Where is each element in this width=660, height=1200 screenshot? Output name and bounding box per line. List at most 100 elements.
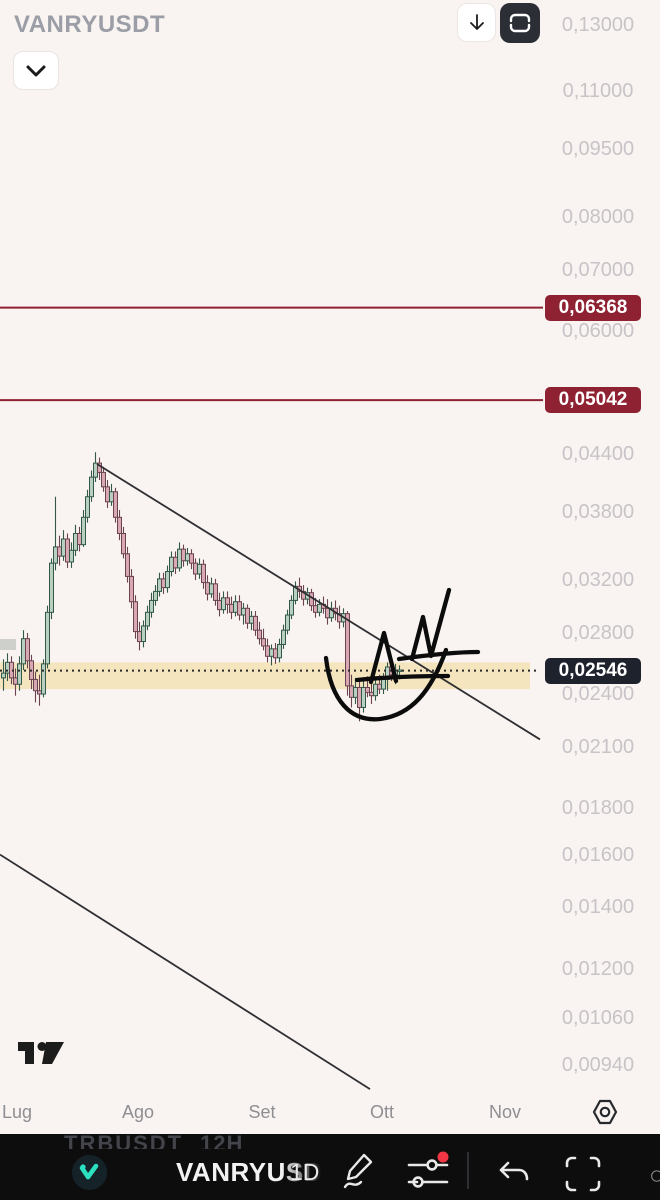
candle-body — [269, 648, 274, 657]
candle-body — [105, 486, 110, 503]
candle-body — [57, 546, 62, 557]
candle-body — [193, 562, 198, 575]
price-axis-label: 0,01800 — [561, 796, 635, 819]
candle-body — [289, 599, 294, 616]
time-axis-label: Ago — [121, 1102, 155, 1122]
price-axis-label: 0,13000 — [561, 14, 635, 36]
candle-body — [233, 601, 238, 613]
trendline — [96, 463, 541, 741]
time-axis[interactable]: Lug Ago Set Ott Nov — [0, 1096, 660, 1130]
time-axis-label: Lug — [1, 1102, 33, 1122]
candle-body — [265, 645, 270, 657]
candle-body — [121, 532, 126, 555]
indicators-button[interactable] — [404, 1150, 452, 1194]
candle-body — [25, 638, 30, 662]
candle-body — [281, 629, 286, 645]
candle-body — [249, 615, 254, 624]
background-symbol: TRBUSDT — [64, 1134, 184, 1149]
candle-body — [69, 549, 74, 563]
candle-body — [185, 553, 190, 562]
download-button[interactable] — [457, 3, 496, 42]
sliders-icon — [407, 1151, 449, 1188]
candle-body — [65, 538, 70, 563]
candle-body — [153, 590, 158, 601]
candle-body — [189, 553, 194, 564]
coin-logo — [72, 1155, 107, 1190]
candle-body — [237, 601, 242, 616]
candle-body — [101, 471, 106, 488]
collapse-header-button[interactable] — [13, 51, 59, 90]
candle-body — [73, 532, 78, 551]
price-axis-label: 0,02800 — [561, 621, 635, 644]
price-axis-label: 0,03200 — [561, 569, 635, 592]
price-axis-label: 0,03800 — [561, 501, 635, 524]
candle-body — [125, 553, 130, 577]
undo-button[interactable] — [494, 1154, 534, 1194]
candle-body — [145, 611, 150, 627]
candle-body — [173, 556, 178, 569]
candle-body — [361, 686, 366, 708]
candle-body — [213, 583, 218, 601]
candle-body — [77, 532, 82, 546]
candle-body — [13, 677, 18, 685]
alert-price-badge[interactable]: 0,05042 — [545, 387, 641, 414]
candle-body — [377, 683, 382, 690]
candle-body — [225, 597, 230, 605]
background-watchlist-row: TRBUSDT 12H — [0, 1134, 660, 1149]
candle-body — [217, 599, 222, 611]
candle-body — [1, 672, 6, 679]
draw-tool-button[interactable] — [338, 1148, 382, 1194]
fullscreen-button[interactable] — [560, 1152, 606, 1196]
candle-body — [137, 631, 142, 643]
candle-body — [277, 643, 282, 659]
candle-body — [221, 597, 226, 611]
candle-body — [53, 546, 58, 564]
candle-body — [165, 571, 170, 589]
drawing-fragment — [0, 639, 16, 650]
toolbar-divider — [467, 1152, 469, 1189]
alert-price-badge[interactable]: 0,06368 — [545, 294, 641, 321]
candle-body — [109, 491, 114, 503]
candle-body — [397, 669, 402, 672]
price-axis-label: 0,02400 — [561, 683, 635, 706]
price-axis[interactable]: 0,13000 0,11000 0,09500 0,08000 0,07000 0,060… — [545, 0, 660, 1090]
fullscreen-brackets-icon — [565, 1156, 601, 1192]
candle-body — [33, 678, 38, 692]
toolbar-interval-button[interactable]: 1D — [290, 1159, 320, 1185]
candle-body — [37, 690, 42, 695]
candle-body — [49, 562, 54, 613]
price-axis-label: 0,02100 — [561, 735, 635, 758]
candle-body — [253, 615, 258, 631]
candle-body — [293, 585, 298, 601]
toolbar-symbol-button[interactable]: VANRYUSD — [176, 1157, 324, 1187]
candle-body — [325, 607, 330, 619]
candle-body — [157, 578, 162, 592]
screenshot-button[interactable] — [500, 3, 540, 43]
candle-body — [129, 575, 134, 603]
candle-body — [45, 611, 50, 665]
tradingview-logo — [18, 1042, 64, 1064]
chart-settings-button[interactable] — [586, 1093, 624, 1131]
price-axis-label: 0,01200 — [561, 957, 635, 980]
time-axis-label: Ott — [369, 1102, 395, 1122]
time-axis-label: Nov — [488, 1102, 522, 1122]
price-axis-label: 0,00940 — [561, 1054, 635, 1077]
candle-body — [85, 496, 90, 518]
candle-body — [357, 686, 362, 708]
price-axis-label: 0,01400 — [561, 896, 635, 919]
candle-body — [41, 663, 46, 695]
candle-body — [209, 583, 214, 595]
candle-body — [133, 601, 138, 633]
candle-body — [353, 686, 358, 698]
trendline — [0, 853, 371, 1090]
vanry-coin-icon — [72, 1155, 107, 1190]
candle-body — [317, 603, 322, 613]
time-axis-label: Set — [248, 1102, 276, 1122]
undo-arrow-icon — [499, 1161, 529, 1181]
candle-body — [245, 607, 250, 624]
price-axis-label: 0,08000 — [561, 206, 635, 229]
candle-body — [89, 476, 94, 498]
price-axis-label: 0,04400 — [561, 443, 635, 465]
hand-drawn-annotation — [368, 630, 399, 685]
